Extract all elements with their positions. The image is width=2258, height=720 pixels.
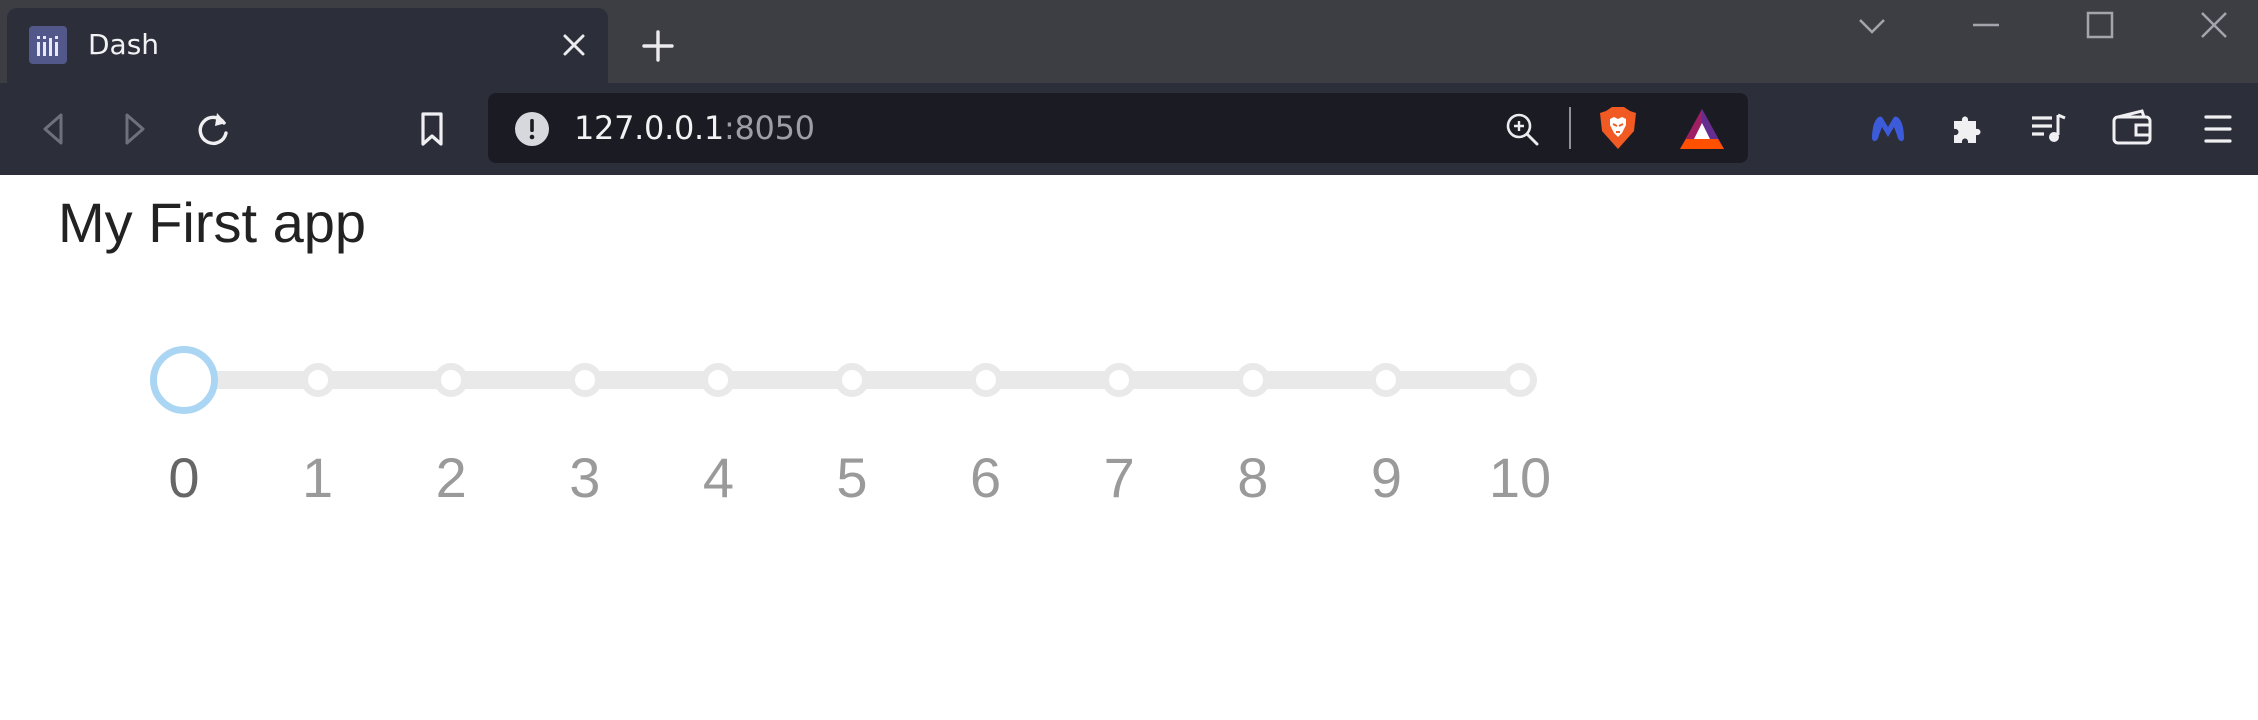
browser-tab[interactable]: Dash bbox=[7, 8, 608, 83]
slider-dot-9[interactable] bbox=[1369, 363, 1404, 397]
slider-mark-9[interactable]: 9 bbox=[1370, 446, 1402, 509]
slider-mark-3[interactable]: 3 bbox=[569, 446, 601, 509]
url-text[interactable]: 127.0.0.1:8050 bbox=[574, 109, 815, 147]
menu-hamburger-icon[interactable] bbox=[2196, 107, 2240, 151]
slider-mark-1[interactable]: 1 bbox=[302, 446, 334, 509]
tab-close-icon[interactable] bbox=[559, 30, 589, 60]
range-slider[interactable]: 0 1 2 3 4 5 6 7 8 9 10 bbox=[140, 340, 1560, 520]
slider-dot-4[interactable] bbox=[701, 363, 736, 397]
maximize-icon[interactable] bbox=[2070, 6, 2130, 46]
site-info-icon[interactable] bbox=[514, 111, 550, 147]
slider-handle[interactable] bbox=[150, 346, 218, 414]
slider-dot-7[interactable] bbox=[1102, 363, 1137, 397]
bookmark-icon[interactable] bbox=[410, 107, 454, 151]
slider-dot-1[interactable] bbox=[300, 363, 335, 397]
slider-mark-4[interactable]: 4 bbox=[702, 446, 734, 509]
malwarebytes-extension-icon[interactable] bbox=[1866, 107, 1910, 151]
slider-mark-2[interactable]: 2 bbox=[435, 446, 467, 509]
url-host: 127.0.0.1 bbox=[574, 109, 724, 147]
forward-icon[interactable] bbox=[112, 107, 156, 151]
extensions-puzzle-icon[interactable] bbox=[1946, 107, 1990, 151]
slider-mark-7[interactable]: 7 bbox=[1103, 446, 1135, 509]
tab-title: Dash bbox=[88, 28, 160, 61]
slider-dot-5[interactable] bbox=[835, 363, 869, 397]
brave-rewards-icon[interactable] bbox=[1678, 107, 1726, 151]
browser-toolbar: 127.0.0.1:8050 bbox=[0, 83, 2258, 175]
dash-favicon-icon bbox=[29, 26, 67, 64]
page-title: My First app bbox=[58, 191, 367, 254]
wallet-icon[interactable] bbox=[2110, 107, 2154, 151]
slider-dot-6[interactable] bbox=[968, 363, 1003, 397]
tab-search-chevron-icon[interactable] bbox=[1842, 6, 1902, 46]
back-icon[interactable] bbox=[32, 107, 76, 151]
slider-mark-6[interactable]: 6 bbox=[970, 446, 1002, 509]
browser-tab-strip: Dash bbox=[0, 0, 2258, 83]
address-bar[interactable]: 127.0.0.1:8050 bbox=[488, 93, 1748, 163]
close-window-icon[interactable] bbox=[2184, 6, 2244, 46]
brave-shields-icon[interactable] bbox=[1596, 105, 1640, 151]
reload-icon[interactable] bbox=[191, 107, 235, 151]
slider-dot-2[interactable] bbox=[434, 363, 469, 397]
new-tab-plus-icon[interactable] bbox=[638, 26, 678, 66]
url-port: :8050 bbox=[723, 109, 815, 147]
slider-dot-8[interactable] bbox=[1235, 363, 1270, 397]
slider-mark-8[interactable]: 8 bbox=[1237, 446, 1269, 509]
address-bar-divider bbox=[1569, 107, 1571, 149]
minimize-icon[interactable] bbox=[1956, 6, 2016, 46]
slider-mark-0[interactable]: 0 bbox=[168, 446, 200, 509]
slider-dot-3[interactable] bbox=[567, 363, 602, 397]
playlist-icon[interactable] bbox=[2026, 107, 2070, 151]
slider-mark-10[interactable]: 10 bbox=[1488, 446, 1552, 509]
zoom-icon[interactable] bbox=[1502, 109, 1542, 149]
slider-mark-5[interactable]: 5 bbox=[836, 446, 868, 509]
slider-dot-10[interactable] bbox=[1503, 363, 1537, 397]
